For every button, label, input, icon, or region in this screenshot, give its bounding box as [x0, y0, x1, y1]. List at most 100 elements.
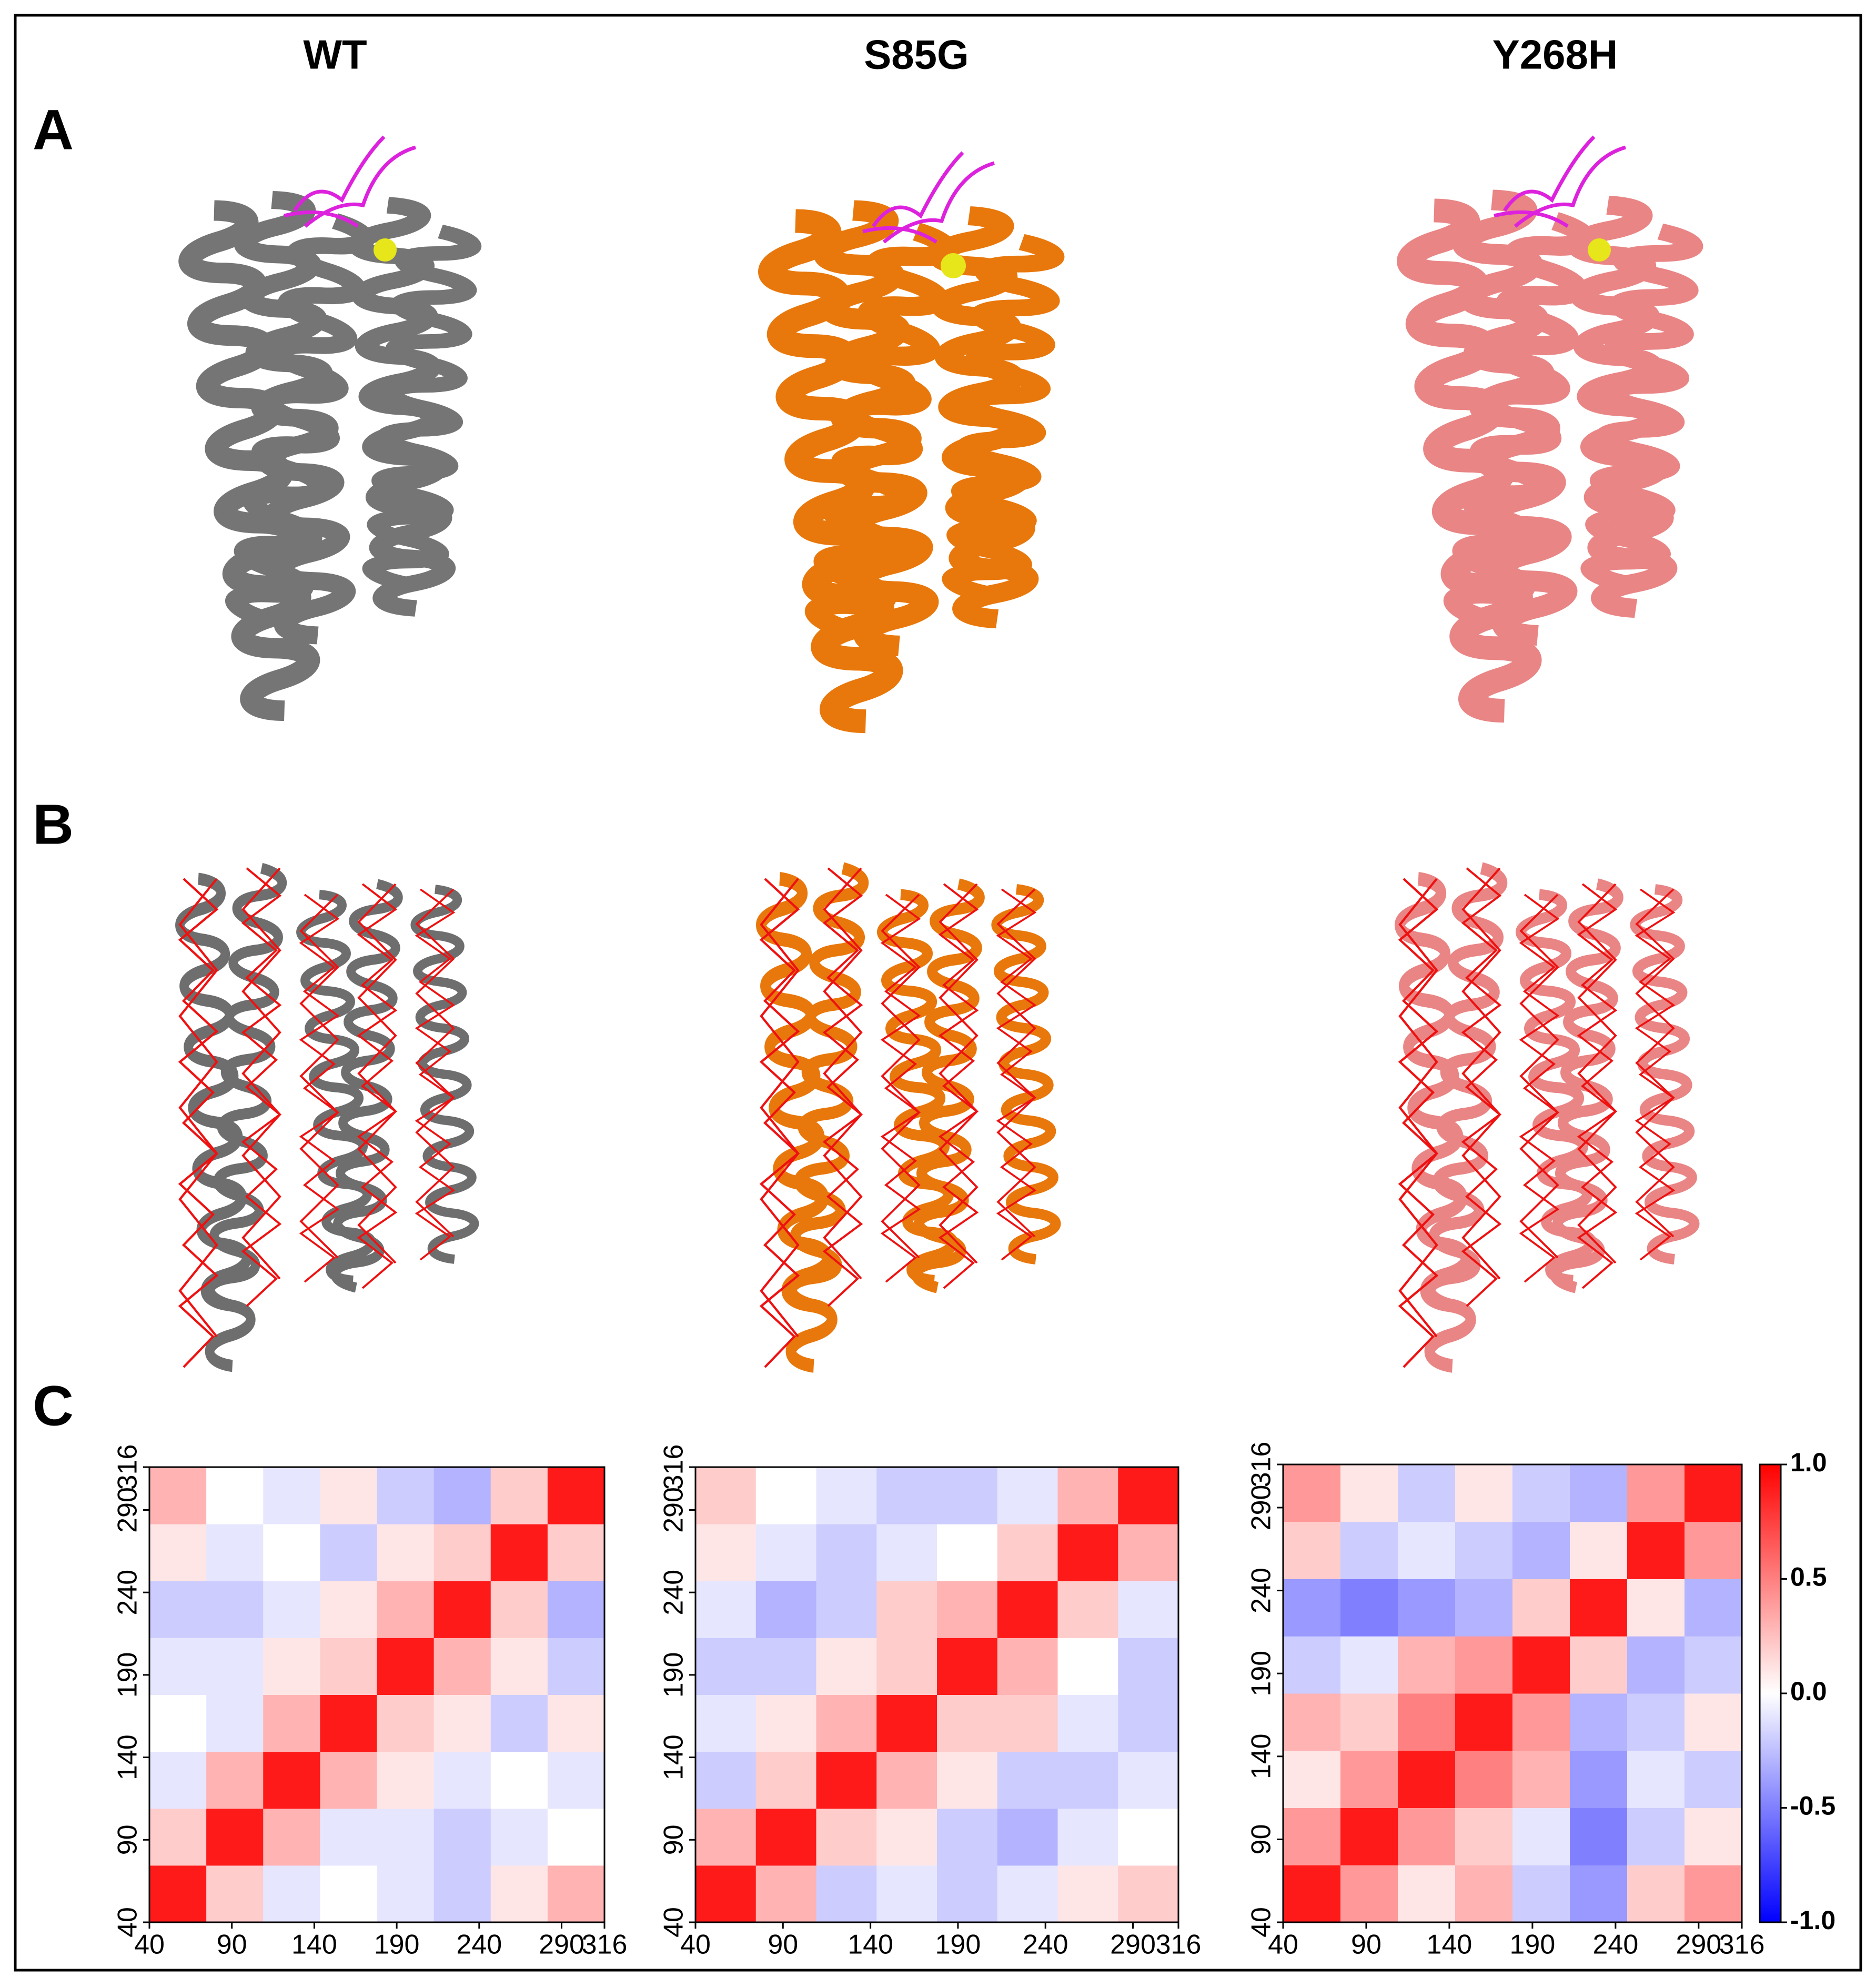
heatmap-cell [433, 1524, 491, 1581]
heatmap-cell [547, 1808, 605, 1866]
panel-label: C [33, 1374, 74, 1438]
heatmap-cell [1057, 1524, 1118, 1581]
column-title: S85G [864, 32, 969, 78]
heatmap-cell [547, 1694, 605, 1752]
heatmap-cell [1057, 1638, 1118, 1695]
heatmap-cell [1118, 1808, 1179, 1866]
heatmap-cell [816, 1638, 877, 1695]
heatmap-cell [1057, 1581, 1118, 1638]
heatmap-cell [816, 1865, 877, 1923]
heatmap-cell [997, 1581, 1058, 1638]
heatmap-cell [1283, 1808, 1341, 1865]
heatmap-cell [876, 1638, 937, 1695]
heatmap-cell [1398, 1636, 1456, 1694]
heatmap-cell [149, 1865, 207, 1923]
heatmap-cell [937, 1751, 998, 1809]
x-tick-label: 190 [1510, 1930, 1556, 1960]
heatmap-cell [695, 1524, 757, 1581]
heatmap-cell [377, 1638, 435, 1695]
heatmap-cell [1283, 1693, 1341, 1751]
colorbar-label: 0.5 [1790, 1562, 1827, 1592]
heatmap-cell [695, 1467, 757, 1524]
heatmap-cell [755, 1751, 816, 1809]
x-tick-label: 240 [1023, 1930, 1068, 1960]
heatmap-cell [263, 1467, 320, 1524]
heatmap-cell [816, 1467, 877, 1524]
colorbar-label: 1.0 [1790, 1448, 1827, 1477]
heatmap-cell [1455, 1808, 1513, 1865]
heatmap-cell [755, 1467, 816, 1524]
heatmap-cell [149, 1524, 207, 1581]
frame [14, 14, 1862, 1972]
heatmap-cell [937, 1638, 998, 1695]
heatmap-cell [876, 1524, 937, 1581]
heatmap-cell [997, 1751, 1058, 1809]
x-tick-label: 40 [134, 1930, 165, 1960]
y-tick-label: 40 [1246, 1907, 1277, 1938]
heatmap-cell [1283, 1464, 1341, 1522]
heatmap-cell [490, 1751, 548, 1809]
heatmap-cell [263, 1694, 320, 1752]
heatmap-cell [1512, 1808, 1570, 1865]
heatmap-cell [937, 1808, 998, 1866]
heatmap-cell [1118, 1467, 1179, 1524]
heatmap-cell [433, 1581, 491, 1638]
heatmap-cell [876, 1808, 937, 1866]
heatmap-cell [997, 1524, 1058, 1581]
heatmap-cell [876, 1467, 937, 1524]
heatmap-cell [320, 1581, 377, 1638]
x-tick-label: 190 [374, 1930, 420, 1960]
y-tick-label: 290 [1246, 1485, 1277, 1531]
heatmap-cell [695, 1638, 757, 1695]
heatmap-cell [433, 1467, 491, 1524]
heatmap-cell [1057, 1865, 1118, 1923]
heatmap-cell [149, 1751, 207, 1809]
heatmap-cell [755, 1581, 816, 1638]
heatmap-cell [876, 1694, 937, 1752]
colorbar [1759, 1463, 1782, 1923]
heatmap-cell [1340, 1750, 1398, 1808]
heatmap-cell [490, 1694, 548, 1752]
heatmap-cell [1340, 1693, 1398, 1751]
heatmap-cell [755, 1808, 816, 1866]
heatmap-cell [1398, 1865, 1456, 1923]
network-y268h [1397, 867, 1696, 1367]
ion [374, 238, 397, 262]
heatmap-cell [377, 1751, 435, 1809]
heatmap-cell [263, 1808, 320, 1866]
heatmap-cell [433, 1865, 491, 1923]
heatmap-cell [206, 1524, 264, 1581]
heatmap-cell [1118, 1865, 1179, 1923]
x-tick-label: 316 [1156, 1930, 1202, 1960]
heatmap-cell [876, 1751, 937, 1809]
heatmap-cell [377, 1467, 435, 1524]
y-tick-label: 316 [1246, 1442, 1277, 1488]
heatmap-cell [263, 1751, 320, 1809]
heatmap-cell [1512, 1750, 1570, 1808]
heatmap-cell [1570, 1750, 1628, 1808]
heatmap-cell [377, 1694, 435, 1752]
x-tick-label: 316 [582, 1930, 628, 1960]
y-tick-label: 90 [659, 1824, 689, 1855]
heatmap-cell [1570, 1808, 1628, 1865]
ligand [284, 135, 1626, 244]
heatmap-cell [149, 1581, 207, 1638]
heatmap-cell [1118, 1581, 1179, 1638]
heatmap-cell [1685, 1464, 1742, 1522]
heatmap-cell [206, 1694, 264, 1752]
heatmap-cell [1455, 1750, 1513, 1808]
heatmap-cell [695, 1694, 757, 1752]
heatmap-cell [1570, 1636, 1628, 1694]
colorbar-label: -0.5 [1790, 1791, 1835, 1821]
heatmap-cell [149, 1638, 207, 1695]
heatmap-cell [263, 1638, 320, 1695]
y-tick-label: 290 [659, 1487, 689, 1533]
heatmap-cell [1685, 1865, 1742, 1923]
heatmap-cell [1685, 1693, 1742, 1751]
heatmap-cell [1283, 1750, 1341, 1808]
column-title: Y268H [1492, 32, 1618, 78]
heatmap-cell [1570, 1693, 1628, 1751]
heatmap-cell [377, 1581, 435, 1638]
column-title: WT [303, 32, 367, 78]
heatmap-cell [816, 1581, 877, 1638]
